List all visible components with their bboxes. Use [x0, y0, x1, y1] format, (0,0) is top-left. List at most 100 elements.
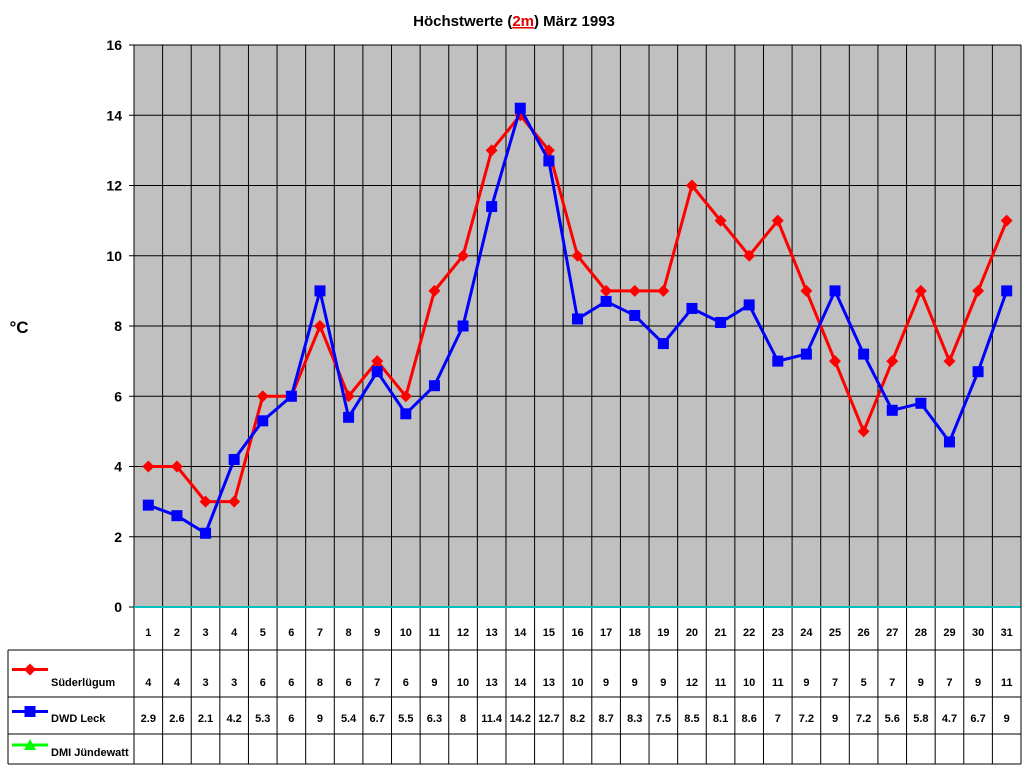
data-cell: 9: [803, 677, 809, 689]
data-point: [715, 316, 727, 328]
data-point: [371, 366, 383, 378]
chart-title-prefix: Höchstwerte (: [413, 13, 512, 30]
data-cell: 7.2: [799, 713, 814, 725]
data-point: [285, 390, 297, 402]
data-point: [428, 380, 440, 392]
data-cell: 2.1: [198, 713, 213, 725]
data-point: [572, 313, 583, 325]
data-point: [257, 415, 269, 427]
data-point: [743, 299, 755, 311]
data-point: [829, 355, 842, 368]
x-tick-label: 26: [858, 627, 870, 639]
data-point: [571, 249, 584, 262]
data-point: [714, 214, 727, 227]
x-tick-label: 31: [1001, 627, 1013, 639]
data-point: [914, 284, 927, 297]
data-cell: 9: [317, 713, 323, 725]
data-cell: 13: [486, 677, 498, 689]
x-tick-label: 18: [629, 627, 641, 639]
data-point: [972, 284, 985, 297]
y-tick-label: 16: [106, 37, 122, 53]
data-cell: 6: [288, 677, 294, 689]
x-tick-label: 27: [886, 627, 898, 639]
data-cell: 5.5: [398, 713, 413, 725]
x-tick-label: 1: [145, 627, 151, 639]
data-cell: 6: [403, 677, 409, 689]
x-tick-label: 5: [260, 627, 266, 639]
y-tick-label: 12: [106, 178, 122, 194]
data-point: [142, 499, 154, 511]
data-point: [371, 355, 384, 368]
data-cell: 7.5: [656, 713, 671, 725]
data-cell: 5: [861, 677, 867, 689]
data-point: [829, 285, 841, 297]
x-tick-label: 16: [571, 627, 583, 639]
data-point: [628, 284, 641, 297]
data-point: [943, 355, 956, 368]
x-tick-label: 22: [743, 627, 755, 639]
y-axis-label: °C: [9, 318, 28, 337]
data-cell: 3: [231, 677, 237, 689]
y-tick-label: 10: [106, 248, 122, 264]
data-point: [228, 495, 241, 508]
data-cell: 8.7: [598, 713, 613, 725]
y-tick-label: 4: [114, 459, 122, 475]
data-point: [457, 320, 469, 332]
data-point: [686, 302, 698, 314]
data-point: [915, 397, 927, 409]
data-cell: 9: [632, 677, 638, 689]
data-point: [313, 320, 326, 332]
data-point: [629, 309, 641, 321]
x-tick-label: 29: [943, 627, 955, 639]
data-point: [800, 348, 812, 360]
data-point: [800, 284, 813, 297]
data-point: [1000, 214, 1013, 227]
data-cell: 8.1: [713, 713, 728, 725]
data-cell: 7: [889, 677, 895, 689]
data-cell: 9: [660, 677, 666, 689]
y-tick-label: 8: [114, 318, 122, 334]
data-point: [600, 284, 613, 297]
data-point: [772, 355, 784, 367]
data-point: [600, 295, 612, 307]
data-point: [858, 348, 870, 360]
data-cell: 2.6: [169, 713, 184, 725]
data-point: [771, 214, 784, 227]
data-point: [886, 355, 899, 368]
data-cell: 7: [832, 677, 838, 689]
chart-title-suffix: ) März 1993: [534, 13, 615, 30]
data-point: [514, 102, 526, 114]
x-tick-label: 28: [915, 627, 927, 639]
data-point: [685, 179, 698, 192]
data-cell: 5.8: [913, 713, 928, 725]
data-cell: 14: [514, 677, 527, 689]
legend: Süderlügum DWD Leck DMI Jündewatt: [12, 663, 129, 759]
data-table: 1 2 3 4 5 6 7 8 9 10 11 12 13 14 15 16 17 18 19 20 21 22 23 24 2…: [7, 45, 1022, 765]
data-cell: 6: [346, 677, 352, 689]
data-point: [486, 201, 498, 213]
data-point: [543, 155, 555, 167]
data-cell: 11: [772, 677, 784, 689]
x-tick-label: 9: [374, 627, 380, 639]
data-cell: 9: [975, 677, 981, 689]
x-tick-label: 21: [714, 627, 726, 639]
data-point: [857, 425, 870, 438]
data-cell: 11: [1001, 677, 1013, 689]
data-cell: 8: [460, 713, 466, 725]
x-tick-label: 13: [486, 627, 498, 639]
data-cell: 8.6: [742, 713, 757, 725]
data-point: [886, 404, 898, 416]
data-point: [1001, 285, 1013, 297]
x-tick-label: 12: [457, 627, 469, 639]
data-point: [400, 408, 412, 420]
data-cell: 8.3: [627, 713, 642, 725]
data-cell: 8.2: [570, 713, 585, 725]
data-point: [256, 390, 269, 403]
data-cell: 3: [202, 677, 208, 689]
data-cell: 10: [457, 677, 469, 689]
data-cell: 9: [431, 677, 437, 689]
data-cell: 7.2: [856, 713, 871, 725]
chart-title: Höchstwerte (2m) März 1993: [413, 13, 615, 30]
legend-label: DMI Jündewatt: [51, 747, 129, 759]
